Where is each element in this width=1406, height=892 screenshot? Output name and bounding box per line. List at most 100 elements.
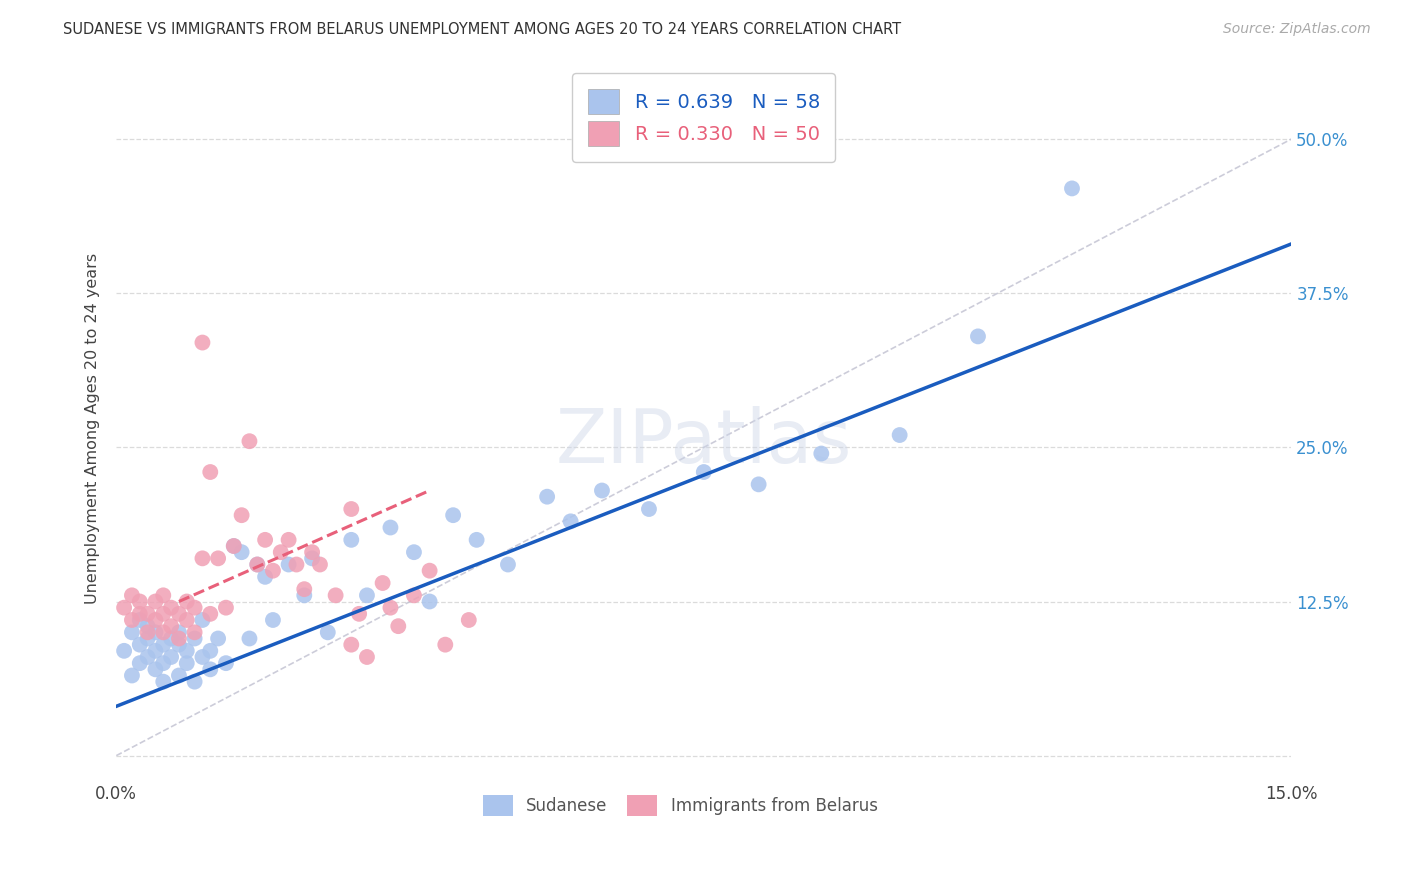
Point [215, 656, 238, 670]
Point [152, 656, 174, 670]
Point [136, 619, 159, 633]
Point [254, 570, 277, 584]
Point [152, 625, 174, 640]
Point [693, 465, 716, 479]
Point [145, 644, 167, 658]
Point [207, 551, 229, 566]
Point [810, 446, 832, 460]
Point [231, 545, 253, 559]
Point [238, 434, 260, 449]
Point [238, 632, 260, 646]
Point [301, 551, 323, 566]
Point [145, 613, 167, 627]
Point [167, 632, 190, 646]
Point [200, 607, 222, 621]
Point [262, 613, 284, 627]
Point [136, 607, 159, 621]
Point [638, 502, 661, 516]
Point [152, 638, 174, 652]
Point [160, 619, 183, 633]
Text: Source: ZipAtlas.com: Source: ZipAtlas.com [1223, 22, 1371, 37]
Point [380, 520, 402, 534]
Point [112, 600, 135, 615]
Text: ZIPatlas: ZIPatlas [555, 407, 852, 479]
Point [136, 632, 159, 646]
Point [121, 588, 143, 602]
Point [121, 668, 143, 682]
Point [222, 539, 245, 553]
Point [145, 594, 167, 608]
Point [145, 662, 167, 676]
Point [222, 539, 245, 553]
Point [340, 638, 363, 652]
Point [419, 594, 441, 608]
Point [136, 625, 159, 640]
Point [215, 600, 238, 615]
Point [160, 632, 183, 646]
Point [167, 607, 190, 621]
Point [292, 582, 315, 597]
Point [347, 607, 370, 621]
Point [402, 588, 425, 602]
Point [371, 576, 394, 591]
Point [152, 607, 174, 621]
Point [183, 674, 205, 689]
Point [889, 428, 911, 442]
Text: SUDANESE VS IMMIGRANTS FROM BELARUS UNEMPLOYMENT AMONG AGES 20 TO 24 YEARS CORRE: SUDANESE VS IMMIGRANTS FROM BELARUS UNEM… [63, 22, 901, 37]
Point [128, 656, 150, 670]
Y-axis label: Unemployment Among Ages 20 to 24 years: Unemployment Among Ages 20 to 24 years [86, 253, 100, 605]
Point [536, 490, 558, 504]
Point [160, 600, 183, 615]
Point [152, 674, 174, 689]
Point [183, 600, 205, 615]
Point [160, 650, 183, 665]
Point [748, 477, 770, 491]
Point [380, 600, 402, 615]
Point [167, 625, 190, 640]
Point [167, 638, 190, 652]
Point [121, 625, 143, 640]
Point [136, 650, 159, 665]
Point [316, 625, 339, 640]
Point [1060, 181, 1083, 195]
Point [176, 656, 198, 670]
Point [402, 545, 425, 559]
Point [356, 650, 378, 665]
Point [167, 668, 190, 682]
Point [231, 508, 253, 523]
Point [591, 483, 613, 498]
Point [128, 613, 150, 627]
Point [191, 613, 214, 627]
Point [128, 594, 150, 608]
Point [112, 644, 135, 658]
Point [200, 662, 222, 676]
Point [277, 558, 299, 572]
Point [121, 613, 143, 627]
Point [387, 619, 409, 633]
Legend: Sudanese, Immigrants from Belarus: Sudanese, Immigrants from Belarus [474, 787, 886, 825]
Point [176, 644, 198, 658]
Point [419, 564, 441, 578]
Point [200, 644, 222, 658]
Point [207, 632, 229, 646]
Point [457, 613, 479, 627]
Point [176, 594, 198, 608]
Point [152, 588, 174, 602]
Point [465, 533, 488, 547]
Point [191, 551, 214, 566]
Point [356, 588, 378, 602]
Point [496, 558, 519, 572]
Point [285, 558, 308, 572]
Point [967, 329, 990, 343]
Point [246, 558, 269, 572]
Point [325, 588, 347, 602]
Point [434, 638, 457, 652]
Point [246, 558, 269, 572]
Point [309, 558, 332, 572]
Point [128, 607, 150, 621]
Point [560, 514, 582, 528]
Point [128, 638, 150, 652]
Point [183, 625, 205, 640]
Point [340, 533, 363, 547]
Point [262, 564, 284, 578]
